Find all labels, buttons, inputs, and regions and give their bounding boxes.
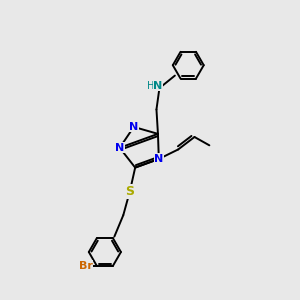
Text: N: N — [154, 154, 164, 164]
Text: Br: Br — [79, 261, 92, 271]
Text: N: N — [115, 143, 124, 153]
Text: N: N — [153, 81, 163, 91]
Text: H: H — [147, 81, 155, 91]
Text: N: N — [129, 122, 138, 132]
Text: S: S — [125, 185, 134, 198]
